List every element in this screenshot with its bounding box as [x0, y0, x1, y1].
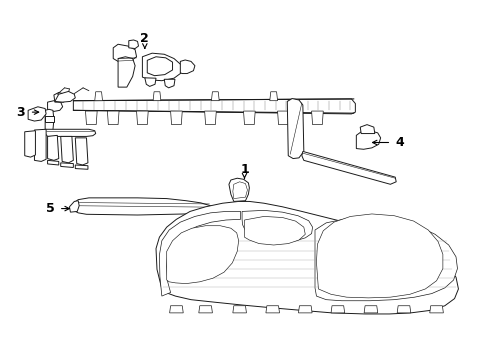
Polygon shape: [244, 216, 305, 245]
Polygon shape: [73, 99, 355, 114]
Polygon shape: [170, 111, 182, 125]
Polygon shape: [314, 217, 457, 301]
Circle shape: [290, 112, 300, 119]
Circle shape: [26, 140, 33, 145]
Polygon shape: [118, 57, 135, 87]
Polygon shape: [95, 92, 102, 101]
Polygon shape: [147, 57, 172, 76]
Polygon shape: [113, 44, 136, 63]
Polygon shape: [242, 210, 312, 242]
Polygon shape: [232, 182, 247, 199]
Polygon shape: [269, 92, 277, 101]
Text: 2: 2: [140, 32, 149, 45]
Polygon shape: [107, 111, 119, 125]
Polygon shape: [61, 136, 73, 163]
Polygon shape: [45, 116, 54, 122]
Circle shape: [291, 134, 299, 140]
Polygon shape: [301, 152, 395, 184]
Polygon shape: [204, 111, 216, 125]
Polygon shape: [55, 91, 75, 102]
Polygon shape: [166, 226, 238, 284]
Circle shape: [36, 142, 42, 147]
Polygon shape: [69, 201, 79, 212]
Polygon shape: [180, 60, 195, 73]
Polygon shape: [153, 92, 161, 101]
Polygon shape: [136, 111, 148, 125]
Polygon shape: [25, 131, 35, 157]
Polygon shape: [396, 306, 410, 313]
Polygon shape: [61, 163, 73, 167]
Polygon shape: [360, 125, 374, 134]
Text: 5: 5: [45, 202, 54, 215]
Polygon shape: [28, 107, 46, 121]
Polygon shape: [199, 306, 212, 313]
Polygon shape: [73, 198, 211, 215]
Polygon shape: [311, 111, 323, 125]
Polygon shape: [364, 306, 377, 313]
Polygon shape: [243, 111, 255, 125]
Circle shape: [105, 205, 111, 209]
Polygon shape: [45, 129, 96, 136]
Polygon shape: [128, 40, 138, 49]
Polygon shape: [45, 109, 54, 131]
Circle shape: [183, 64, 191, 69]
Text: 4: 4: [395, 136, 404, 149]
Polygon shape: [159, 211, 240, 296]
Polygon shape: [144, 78, 156, 86]
Polygon shape: [287, 99, 303, 158]
Circle shape: [290, 123, 300, 130]
Polygon shape: [429, 306, 443, 313]
Polygon shape: [85, 111, 97, 125]
Polygon shape: [156, 202, 458, 314]
Polygon shape: [211, 92, 219, 101]
Polygon shape: [164, 79, 175, 88]
Circle shape: [188, 205, 194, 209]
Polygon shape: [298, 306, 311, 313]
Polygon shape: [47, 160, 59, 165]
Circle shape: [362, 137, 371, 144]
Polygon shape: [34, 129, 46, 161]
Polygon shape: [142, 53, 181, 81]
Text: 3: 3: [17, 105, 25, 119]
Polygon shape: [356, 131, 380, 149]
Circle shape: [154, 62, 165, 71]
Polygon shape: [169, 306, 183, 313]
Polygon shape: [75, 138, 88, 165]
Polygon shape: [316, 214, 442, 298]
Polygon shape: [265, 306, 279, 313]
Polygon shape: [277, 111, 288, 125]
Polygon shape: [54, 93, 67, 102]
Polygon shape: [330, 306, 344, 313]
Polygon shape: [47, 101, 62, 111]
Polygon shape: [228, 178, 249, 202]
Polygon shape: [47, 135, 59, 160]
Polygon shape: [75, 165, 88, 169]
Polygon shape: [232, 306, 246, 313]
Circle shape: [80, 205, 86, 209]
Text: 1: 1: [240, 163, 248, 176]
